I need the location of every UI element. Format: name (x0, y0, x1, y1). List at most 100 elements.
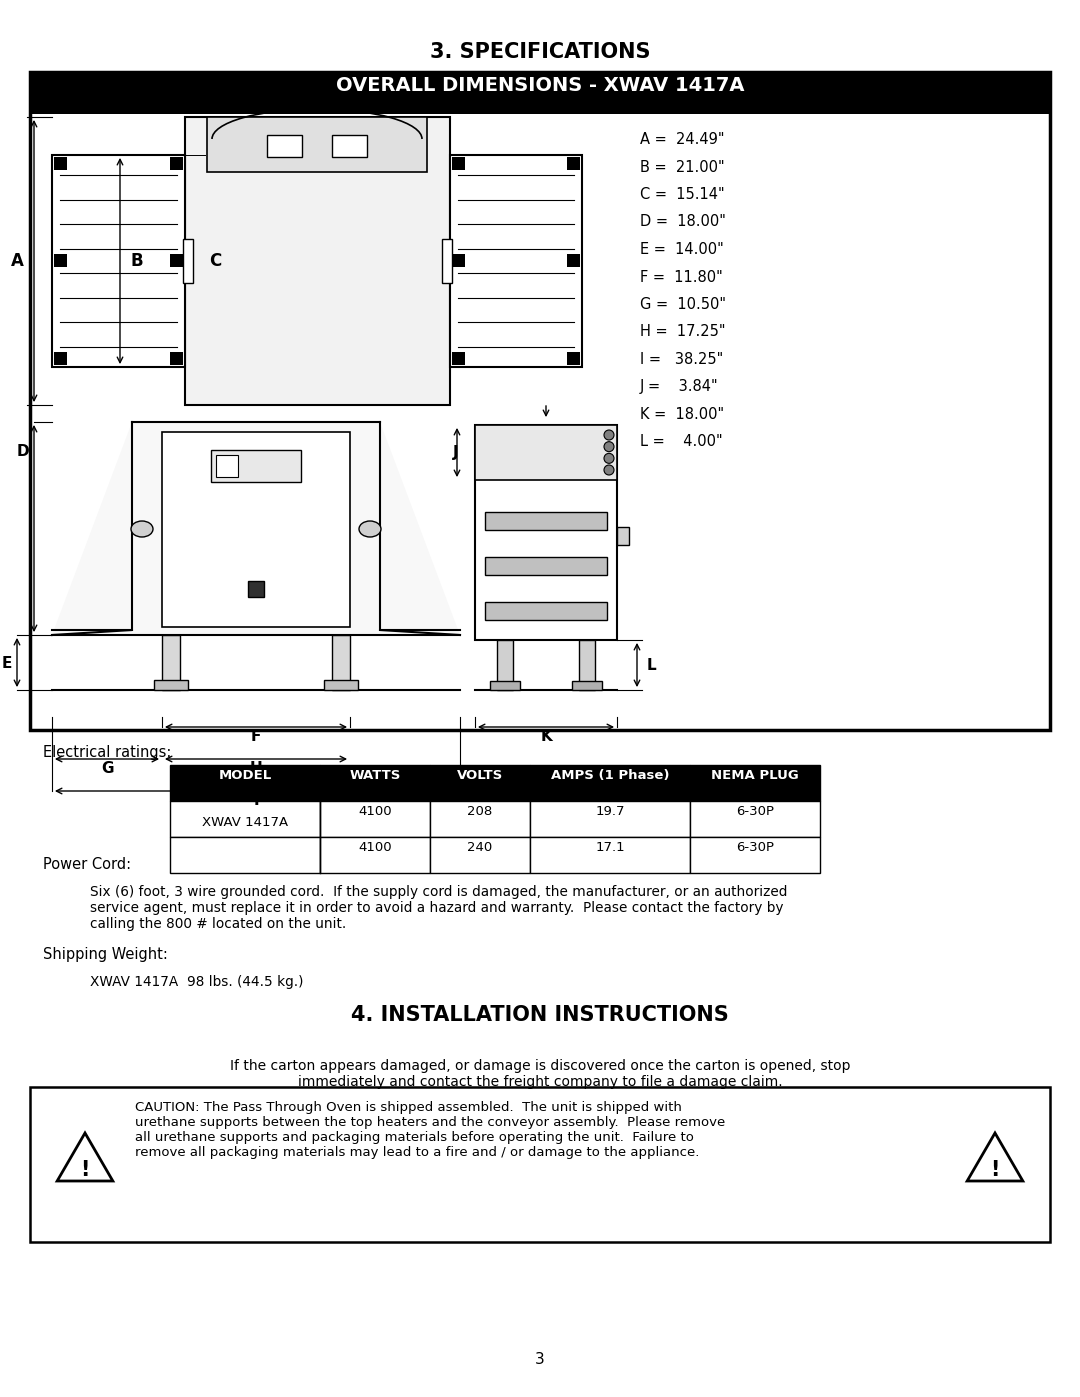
Text: I: I (253, 793, 259, 807)
Bar (170, 352, 183, 365)
Bar (216, 455, 238, 476)
Bar (170, 254, 183, 267)
Bar (572, 680, 602, 690)
Bar (30, 1087, 1050, 1242)
Bar (52, 155, 185, 367)
Bar (497, 640, 513, 690)
Text: Six (6) foot, 3 wire grounded cord.  If the supply cord is damaged, the manufact: Six (6) foot, 3 wire grounded cord. If t… (90, 886, 787, 932)
Polygon shape (52, 422, 460, 636)
Text: L =    4.00": L = 4.00" (640, 434, 723, 450)
Text: I =   38.25": I = 38.25" (640, 352, 724, 367)
Text: 4100: 4100 (359, 841, 392, 854)
Text: H =  17.25": H = 17.25" (640, 324, 726, 339)
Bar (170, 156, 183, 170)
Bar (567, 254, 580, 267)
Bar (170, 766, 320, 800)
Text: F =  11.80": F = 11.80" (640, 270, 723, 285)
Bar (332, 136, 367, 156)
Bar (162, 432, 350, 627)
Bar (185, 117, 450, 405)
Text: K: K (540, 729, 552, 745)
Text: D =  18.00": D = 18.00" (640, 215, 726, 229)
Text: B: B (131, 251, 144, 270)
Text: F: F (251, 729, 261, 745)
Bar (617, 527, 629, 545)
Text: 3. SPECIFICATIONS: 3. SPECIFICATIONS (430, 42, 650, 61)
Bar (267, 136, 302, 156)
Bar (320, 766, 430, 800)
Polygon shape (968, 1133, 1023, 1180)
Text: WATTS: WATTS (349, 768, 401, 782)
Bar (248, 581, 264, 597)
Ellipse shape (359, 521, 381, 536)
Bar (530, 766, 690, 800)
Text: 17.1: 17.1 (595, 841, 625, 854)
Bar (332, 636, 350, 690)
Bar (54, 254, 67, 267)
Bar (579, 640, 595, 690)
Bar (54, 156, 67, 170)
Bar (430, 800, 530, 837)
Circle shape (604, 430, 615, 440)
Bar (154, 680, 188, 690)
Text: L: L (647, 658, 657, 672)
Bar (485, 557, 607, 576)
Bar (54, 352, 67, 365)
Polygon shape (57, 1133, 112, 1180)
Text: !: ! (80, 1160, 90, 1180)
Bar (324, 680, 357, 690)
Text: 4. INSTALLATION INSTRUCTIONS: 4. INSTALLATION INSTRUCTIONS (351, 1004, 729, 1025)
Text: !: ! (990, 1160, 1000, 1180)
Text: 6-30P: 6-30P (735, 841, 774, 854)
Bar (485, 511, 607, 529)
Bar (690, 766, 820, 800)
Text: A =  24.49": A = 24.49" (640, 131, 725, 147)
Bar (490, 680, 519, 690)
Bar (170, 800, 320, 837)
Bar (162, 636, 180, 690)
Text: E =  14.00": E = 14.00" (640, 242, 724, 257)
Bar (453, 156, 465, 170)
Text: 240: 240 (468, 841, 492, 854)
Text: H: H (249, 761, 262, 775)
Text: AMPS (1 Phase): AMPS (1 Phase) (551, 768, 670, 782)
Text: 3: 3 (535, 1352, 545, 1368)
Text: Power Cord:: Power Cord: (43, 856, 131, 872)
Text: VOLTS: VOLTS (457, 768, 503, 782)
Text: G: G (100, 761, 113, 775)
Bar (320, 800, 430, 837)
Bar (320, 837, 430, 873)
Text: J: J (454, 446, 459, 461)
Bar (207, 117, 427, 172)
Bar (475, 425, 617, 481)
Text: G =  10.50": G = 10.50" (640, 298, 726, 312)
Bar (530, 800, 690, 837)
Bar (430, 837, 530, 873)
Text: 208: 208 (468, 805, 492, 819)
Bar (530, 837, 690, 873)
Text: C =  15.14": C = 15.14" (640, 187, 725, 203)
Circle shape (604, 454, 615, 464)
Bar (170, 837, 320, 873)
Text: NEMA PLUG: NEMA PLUG (711, 768, 799, 782)
Bar (567, 156, 580, 170)
Bar (567, 352, 580, 365)
Bar (430, 766, 530, 800)
Text: XWAV 1417A: XWAV 1417A (202, 816, 288, 830)
Bar (690, 800, 820, 837)
Text: A: A (11, 251, 24, 270)
Text: 4100: 4100 (359, 805, 392, 819)
Text: Electrical ratings:: Electrical ratings: (43, 745, 172, 760)
Text: Shipping Weight:: Shipping Weight: (43, 947, 167, 963)
Circle shape (604, 465, 615, 475)
Text: J =    3.84": J = 3.84" (640, 380, 718, 394)
Bar (690, 837, 820, 873)
Bar (183, 239, 193, 284)
Text: MODEL: MODEL (218, 768, 272, 782)
Ellipse shape (131, 521, 153, 536)
Text: E: E (2, 655, 12, 671)
Bar (30, 73, 1050, 115)
Bar (453, 254, 465, 267)
Text: B =  21.00": B = 21.00" (640, 159, 725, 175)
Text: K =  18.00": K = 18.00" (640, 407, 724, 422)
